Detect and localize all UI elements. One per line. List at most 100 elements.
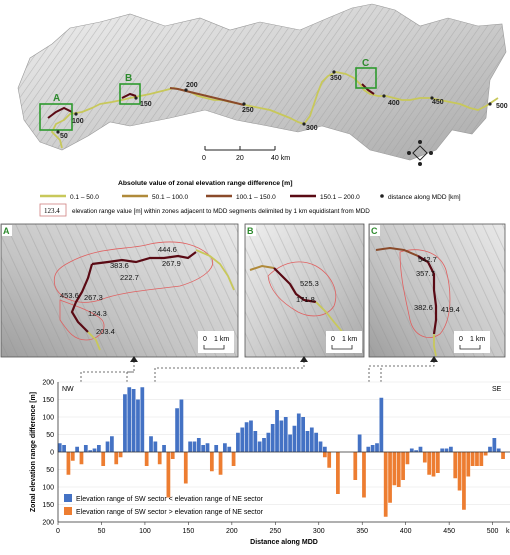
bar-sw-lower — [162, 445, 166, 452]
y-tick-label: 50 — [46, 432, 54, 439]
bar-sw-lower — [492, 438, 497, 452]
x-tick-label: 200 — [226, 528, 238, 535]
marker-350: 350 — [330, 75, 342, 82]
chart-legend-swatch-sw-gt — [64, 507, 72, 515]
bar-sw-lower — [379, 397, 384, 452]
panel-c-value-3: 382.6 — [414, 303, 433, 312]
bar-sw-lower — [288, 434, 292, 452]
bar-sw-lower — [57, 443, 62, 452]
bar-sw-higher — [166, 452, 171, 498]
x-tick-label: 350 — [356, 528, 368, 535]
bar-sw-higher — [435, 452, 440, 473]
x-tick-labels: 0 50 100 150 200 250 300 350 400 450 500 km — [56, 522, 510, 535]
marker-300: 300 — [306, 125, 318, 132]
bar-sw-lower — [88, 450, 93, 452]
panel-c-value-1: 542.7 — [418, 255, 437, 264]
bar-sw-higher — [479, 452, 484, 466]
y-tick-label: 50 — [46, 467, 54, 474]
legend: Absolute value of zonal elevation range … — [39, 180, 461, 217]
bar-sw-lower — [236, 432, 240, 452]
legend-value-box — [39, 203, 67, 217]
region-texture — [18, 4, 506, 160]
bar-sw-higher — [457, 452, 462, 491]
bar-sw-lower — [201, 445, 206, 452]
bar-sw-lower — [309, 427, 314, 452]
panel-b-value-2: 171.8 — [296, 295, 315, 304]
bar-sw-lower — [262, 438, 266, 452]
bar-sw-higher — [336, 452, 340, 494]
bar-sw-higher — [466, 452, 471, 477]
panel-a-value-5: 453.6 — [60, 291, 79, 300]
x-tick-label: 500 — [487, 528, 499, 535]
x-tick-label: 150 — [183, 528, 195, 535]
chart-legend-label-sw-gt: Elevation range of SW sector > elevation… — [76, 509, 264, 516]
panel-a-value-7: 124.3 — [88, 309, 107, 318]
chart-legend-swatch-sw-lt — [64, 494, 72, 502]
bar-sw-higher — [327, 452, 332, 468]
bar-sw-lower — [136, 399, 140, 452]
y-tick-label: 200 — [42, 520, 54, 527]
bar-sw-higher — [475, 452, 479, 466]
bar-sw-lower — [266, 432, 271, 452]
bar-sw-lower — [366, 446, 371, 452]
marker-200: 200 — [186, 82, 198, 89]
bar-sw-higher — [218, 452, 223, 475]
panel-a: A 444.6 383.6 222.7 267.9 453.6 267.3 12… — [0, 223, 239, 358]
bar-sw-higher — [66, 452, 71, 475]
panel-a-scale-0: 0 — [203, 336, 207, 343]
panel-c-scale-0: 0 — [459, 336, 463, 343]
bar-sw-higher — [157, 452, 162, 465]
bar-sw-lower — [370, 445, 375, 452]
scale-label-20: 20 — [236, 155, 244, 162]
legend-class-4: 150.1 – 200.0 — [320, 194, 360, 201]
panel-a-value-4: 267.9 — [162, 259, 181, 268]
bar-sw-lower — [292, 425, 297, 452]
panel-b: B 525.3 171.8 0 1 km — [244, 223, 365, 358]
legend-class-3: 100.1 – 150.0 — [236, 194, 276, 201]
x-tick-label: 100 — [139, 528, 151, 535]
x-tick-label: 250 — [269, 528, 281, 535]
bar-sw-lower — [305, 431, 310, 452]
bar-sw-higher — [362, 452, 366, 498]
compass-icon — [407, 140, 433, 166]
bar-sw-lower — [205, 443, 210, 452]
overview-map: A B C 50 100 150 200 250 300 350 400 450… — [17, 3, 508, 166]
bar-sw-lower — [110, 436, 114, 452]
bar-sw-lower — [418, 446, 423, 452]
bar-sw-higher — [453, 452, 458, 479]
bar-sw-lower — [253, 431, 258, 452]
marker-150: 150 — [140, 101, 152, 108]
corner-label-nw: NW — [62, 386, 74, 393]
bar-sw-lower — [92, 448, 97, 452]
bar-sw-higher — [383, 452, 388, 517]
bar-sw-higher — [401, 452, 405, 480]
bar-sw-lower — [314, 432, 319, 452]
bar-sw-lower — [301, 417, 305, 452]
bar-sw-lower — [96, 445, 101, 452]
bar-sw-lower — [275, 410, 279, 452]
bar-sw-higher — [118, 452, 123, 458]
bar-sw-lower — [75, 446, 79, 452]
panel-a-value-8: 203.4 — [96, 327, 115, 336]
distance-markers: 50 100 150 200 250 300 350 400 450 500 — [56, 70, 508, 140]
bar-sw-lower — [414, 450, 418, 452]
marker-400: 400 — [388, 100, 400, 107]
bar-sw-lower — [357, 434, 362, 452]
bar-sw-lower — [409, 448, 414, 452]
legend-dot-icon — [380, 194, 384, 198]
divide-segment-a — [47, 106, 73, 119]
x-tick-label: 300 — [313, 528, 325, 535]
y-axis-title: Zonal elevation range difference [m] — [30, 392, 37, 512]
legend-dot-label: distance along MDD [km] — [388, 194, 461, 201]
marker-100: 100 — [72, 118, 84, 125]
legend-title: Absolute value of zonal elevation range … — [118, 180, 293, 187]
inset-box-c — [355, 67, 377, 89]
bar-sw-lower — [227, 446, 232, 452]
bar-sw-lower — [196, 438, 201, 452]
x-tick-label: 450 — [443, 528, 455, 535]
bar-sw-lower — [249, 420, 253, 452]
chart-bars — [57, 387, 505, 517]
bar-sw-lower — [83, 445, 88, 452]
bar-sw-lower — [175, 408, 179, 452]
